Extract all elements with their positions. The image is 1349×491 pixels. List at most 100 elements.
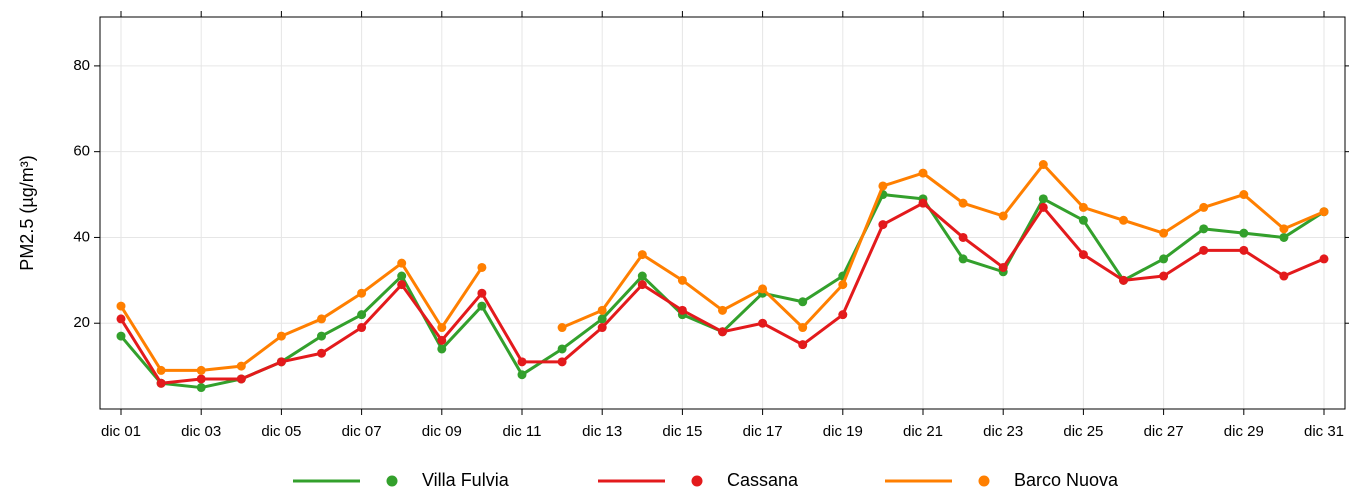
grid bbox=[100, 17, 1345, 409]
data-point bbox=[798, 323, 808, 333]
data-point bbox=[718, 305, 727, 315]
data-point bbox=[1199, 224, 1209, 234]
data-point bbox=[477, 288, 487, 298]
data-point bbox=[317, 348, 326, 358]
data-point bbox=[1119, 215, 1128, 225]
series-line bbox=[119, 261, 484, 372]
data-point bbox=[878, 181, 888, 191]
data-point bbox=[838, 280, 848, 290]
x-tick-label: dic 25 bbox=[1063, 423, 1103, 440]
data-point bbox=[517, 357, 527, 367]
data-point bbox=[1199, 202, 1209, 212]
x-tick-label: dic 13 bbox=[582, 423, 622, 440]
data-point bbox=[477, 262, 487, 272]
legend-label: Villa Fulvia bbox=[422, 470, 510, 490]
x-tick-label: dic 31 bbox=[1304, 423, 1344, 440]
x-tick-label: dic 05 bbox=[261, 423, 301, 440]
data-point bbox=[718, 327, 727, 337]
data-point bbox=[637, 271, 647, 281]
data-point bbox=[196, 374, 206, 384]
data-point bbox=[236, 374, 246, 384]
x-tick-label: dic 03 bbox=[181, 423, 221, 440]
data-point bbox=[998, 211, 1008, 221]
x-tick-label: dic 27 bbox=[1144, 423, 1184, 440]
data-point bbox=[517, 370, 527, 380]
data-point bbox=[1319, 207, 1329, 217]
legend-marker bbox=[691, 475, 703, 487]
data-point bbox=[758, 318, 768, 328]
data-point bbox=[236, 361, 246, 371]
data-point bbox=[1279, 271, 1289, 281]
data-point bbox=[918, 198, 928, 208]
x-tick-label: dic 07 bbox=[342, 423, 382, 440]
data-point bbox=[878, 220, 888, 230]
data-point bbox=[1038, 194, 1048, 204]
data-point bbox=[557, 357, 567, 367]
x-tick-label: dic 19 bbox=[823, 423, 863, 440]
data-point bbox=[437, 323, 447, 333]
data-point bbox=[1078, 215, 1088, 225]
data-point bbox=[557, 323, 567, 333]
data-point bbox=[1159, 228, 1169, 238]
legend-label: Cassana bbox=[727, 470, 799, 490]
data-point bbox=[758, 284, 768, 294]
data-point bbox=[397, 258, 407, 268]
data-point bbox=[357, 288, 367, 298]
data-point bbox=[276, 357, 286, 367]
data-point bbox=[1159, 254, 1169, 264]
data-point bbox=[597, 314, 607, 324]
data-point bbox=[1319, 254, 1329, 264]
data-point bbox=[1239, 228, 1249, 238]
x-tick-label: dic 23 bbox=[983, 423, 1023, 440]
data-point bbox=[1199, 245, 1209, 255]
x-tick-label: dic 17 bbox=[743, 423, 783, 440]
x-tick-label: dic 15 bbox=[662, 423, 702, 440]
data-point bbox=[1239, 245, 1249, 255]
data-point bbox=[196, 383, 206, 393]
x-tick-label: dic 29 bbox=[1224, 423, 1264, 440]
data-point bbox=[276, 331, 286, 341]
y-tick-label: 40 bbox=[73, 228, 90, 245]
data-point bbox=[397, 280, 407, 290]
data-point bbox=[677, 275, 687, 285]
data-point bbox=[597, 305, 607, 315]
data-point bbox=[317, 314, 326, 324]
data-point bbox=[116, 331, 126, 341]
data-point bbox=[677, 305, 687, 315]
x-tick-label: dic 09 bbox=[422, 423, 462, 440]
data-point bbox=[116, 301, 126, 311]
data-point bbox=[918, 168, 928, 178]
data-point bbox=[637, 250, 647, 260]
x-tick-label: dic 21 bbox=[903, 423, 943, 440]
x-tick-label: dic 11 bbox=[503, 423, 542, 440]
data-point bbox=[1279, 232, 1289, 242]
y-tick-label: 20 bbox=[73, 314, 90, 331]
series-line bbox=[561, 163, 1325, 330]
data-point bbox=[958, 254, 968, 264]
data-point bbox=[1078, 250, 1088, 260]
legend-label: Barco Nuova bbox=[1014, 470, 1119, 490]
x-tick-label: dic 01 bbox=[101, 423, 141, 440]
data-point bbox=[357, 323, 367, 333]
data-point bbox=[998, 262, 1008, 272]
plot-frame bbox=[99, 16, 1346, 410]
data-point bbox=[357, 310, 367, 320]
data-point bbox=[637, 280, 647, 290]
data-point bbox=[1038, 202, 1048, 212]
data-point bbox=[477, 301, 487, 311]
data-point bbox=[116, 314, 126, 324]
data-point bbox=[1119, 275, 1128, 285]
data-point bbox=[597, 323, 607, 333]
data-point bbox=[958, 198, 968, 208]
series-line bbox=[119, 201, 1325, 385]
data-point bbox=[437, 344, 447, 354]
data-point bbox=[557, 344, 567, 354]
data-point bbox=[958, 232, 968, 242]
legend-marker bbox=[386, 475, 398, 487]
y-tick-label: 60 bbox=[73, 143, 90, 160]
data-point bbox=[798, 340, 808, 350]
data-point bbox=[317, 331, 326, 341]
data-point bbox=[838, 310, 848, 320]
